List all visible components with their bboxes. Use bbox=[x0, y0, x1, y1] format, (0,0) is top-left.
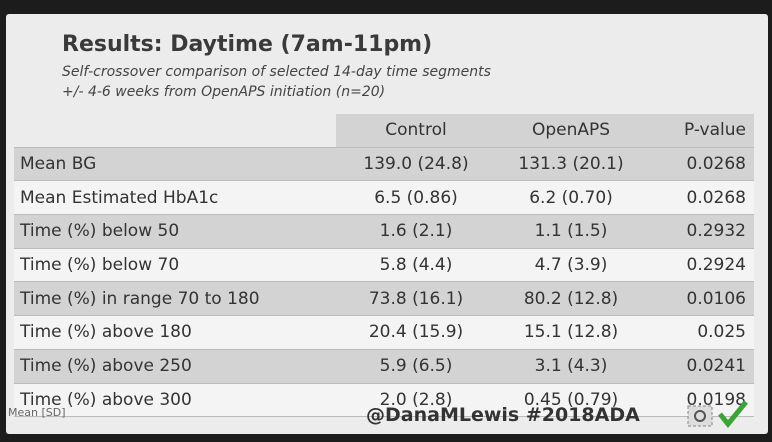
table-cell: 5.8 (4.4) bbox=[336, 248, 496, 282]
column-header: P-value bbox=[646, 114, 754, 148]
header-blank bbox=[14, 114, 336, 147]
table-cell: 6.2 (0.70) bbox=[496, 180, 646, 215]
table-row: Time (%) above 180 20.4 (15.9) 15.1 (12.8)… bbox=[14, 315, 754, 350]
table-cell: 20.4 (15.9) bbox=[336, 315, 496, 350]
table-cell: 0.0241 bbox=[646, 349, 754, 383]
table-cell: 2.0 (2.8) bbox=[336, 383, 496, 417]
checkmark bbox=[718, 400, 748, 428]
table-cell: 131.3 (20.1) bbox=[496, 147, 646, 181]
table-row: Mean Estimated HbA1c 6.5 (0.86) 6.2 (0.70)… bbox=[14, 180, 754, 215]
table-cell: 80.2 (12.8) bbox=[496, 281, 646, 316]
table-cell: 3.1 (4.3) bbox=[496, 349, 646, 383]
table-cell: 15.1 (12.8) bbox=[496, 315, 646, 350]
table-cell: 0.0268 bbox=[646, 147, 754, 181]
table-cell: 5.9 (6.5) bbox=[336, 349, 496, 383]
footnote: Mean [SD] bbox=[8, 406, 66, 419]
table-row: Time (%) below 50 1.6 (2.1) 1.1 (1.5) 0.293… bbox=[14, 214, 754, 249]
icon-box bbox=[687, 405, 713, 427]
row-label: Mean Estimated HbA1c bbox=[14, 180, 336, 215]
subtitle: +/- 4-6 weeks from OpenAPS initiation (n… bbox=[62, 84, 386, 100]
title: Results: Daytime (7am-11pm) bbox=[62, 32, 433, 57]
logo-icons bbox=[687, 400, 748, 428]
table-cell: 73.8 (16.1) bbox=[336, 281, 496, 316]
results-table: Control OpenAPS P-value Mean BG 139.0 (24.8)… bbox=[14, 114, 754, 417]
watermark: @DanaMLewis #2018ADA bbox=[366, 404, 640, 426]
table-cell: 0.025 bbox=[646, 315, 754, 350]
table-cell: 0.0106 bbox=[646, 281, 754, 316]
row-label: Time (%) above 180 bbox=[14, 315, 336, 350]
icon-circle bbox=[694, 410, 706, 422]
header-row: Control OpenAPS P-value bbox=[14, 114, 754, 148]
table-row: Time (%) below 70 5.8 (4.4) 4.7 (3.9) 0.292… bbox=[14, 248, 754, 282]
table-cell: 6.5 (0.86) bbox=[336, 180, 496, 215]
table-cell: 1.1 (1.5) bbox=[496, 214, 646, 249]
table-cell: 139.0 (24.8) bbox=[336, 147, 496, 181]
table-row: Time (%) above 250 5.9 (6.5) 3.1 (4.3) 0.02… bbox=[14, 349, 754, 383]
row-label: Mean BG bbox=[14, 147, 336, 181]
slide: Results: Daytime (7am-11pm) Self-crossov… bbox=[6, 14, 768, 434]
table-cell: 1.6 (2.1) bbox=[336, 214, 496, 249]
row-label: Time (%) below 70 bbox=[14, 248, 336, 282]
table-row: Mean BG 139.0 (24.8) 131.3 (20.1) 0.0268 bbox=[14, 147, 754, 181]
table-row: Time (%) in range 70 to 180 73.8 (16.1) 80… bbox=[14, 281, 754, 316]
table-cell: 4.7 (3.9) bbox=[496, 248, 646, 282]
table-cell: 0.2932 bbox=[646, 214, 754, 249]
table-cell: 0.45 (0.79) bbox=[496, 383, 646, 417]
table-cell: 0.0268 bbox=[646, 180, 754, 215]
row-label: Time (%) above 250 bbox=[14, 349, 336, 383]
column-header: Control bbox=[336, 114, 496, 148]
table-row: Time (%) above 300 2.0 (2.8) 0.45 (0.79) 0.… bbox=[14, 383, 754, 417]
row-label: Time (%) in range 70 to 180 bbox=[14, 281, 336, 316]
table-cell: 0.2924 bbox=[646, 248, 754, 282]
row-label: Time (%) above 300 bbox=[14, 383, 336, 417]
column-header: OpenAPS bbox=[496, 114, 646, 148]
row-label: Time (%) below 50 bbox=[14, 214, 336, 249]
subtitle: Self-crossover comparison of selected 14… bbox=[62, 64, 491, 80]
